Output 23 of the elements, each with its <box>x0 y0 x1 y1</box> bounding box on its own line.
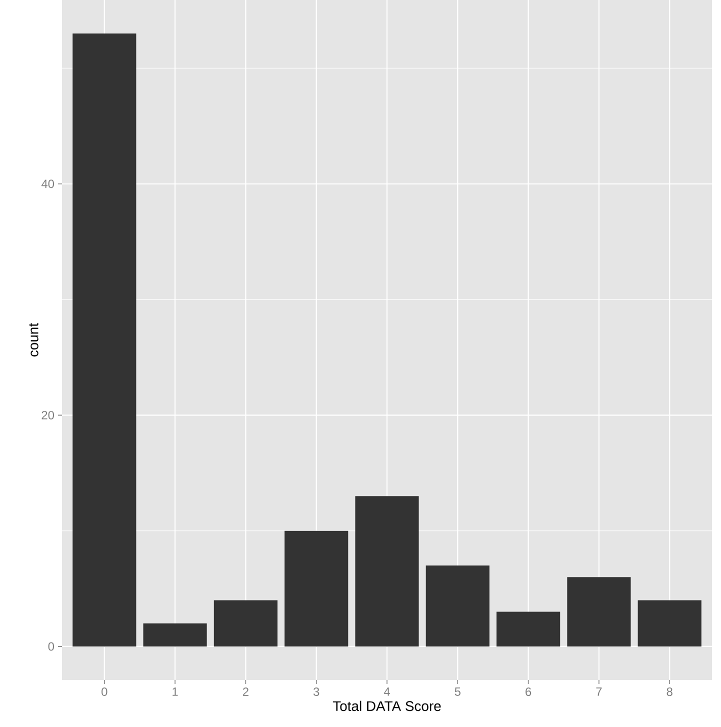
bar <box>496 612 560 646</box>
x-tick-label: 0 <box>102 688 108 696</box>
bar <box>426 566 490 646</box>
x-tick-label: 7 <box>596 688 602 696</box>
bar <box>567 577 631 646</box>
x-tick-label: 8 <box>666 688 672 696</box>
x-tick-label: 6 <box>526 688 532 696</box>
y-axis-title: count <box>29 323 38 356</box>
bar <box>72 34 136 646</box>
bar <box>143 623 207 646</box>
x-tick-label: 1 <box>172 688 178 696</box>
x-tick-label: 3 <box>313 688 320 696</box>
y-tick-label: 40 <box>41 180 54 188</box>
x-axis-title: Total DATA Score <box>332 700 441 712</box>
x-tick-label: 5 <box>454 688 460 696</box>
bar <box>214 600 278 646</box>
bar <box>355 496 419 646</box>
bar <box>638 600 702 646</box>
y-tick-label: 0 <box>48 642 54 651</box>
x-tick-label: 2 <box>242 688 248 696</box>
x-tick-label: 4 <box>384 688 390 696</box>
y-tick-label: 20 <box>42 410 54 420</box>
bar <box>284 530 348 646</box>
